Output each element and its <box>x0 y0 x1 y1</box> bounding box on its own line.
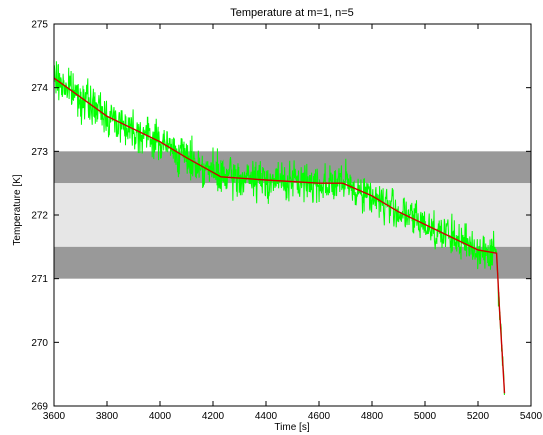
x-tick-label: 4200 <box>202 411 225 422</box>
series-layer <box>53 61 506 396</box>
x-tick-label: 4000 <box>149 411 172 422</box>
series-noisy-measurement <box>53 61 505 396</box>
y-tick-label: 273 <box>31 147 48 158</box>
x-axis-ticks: 3600 3800 4000 4200 4400 4600 4800 5000 5200 5400 <box>43 24 543 422</box>
y-tick-label: 275 <box>31 20 48 31</box>
y-tick-label: 270 <box>31 338 48 349</box>
x-tick-label: 3600 <box>43 411 66 422</box>
x-tick-label: 5200 <box>467 411 490 422</box>
y-axis-ticks: 269 270 271 272 273 274 275 <box>31 20 531 413</box>
x-tick-label: 5000 <box>414 411 437 422</box>
x-axis-label: Time [s] <box>274 422 309 433</box>
x-tick-label: 5400 <box>520 411 543 422</box>
y-tick-label: 274 <box>31 83 48 94</box>
series-smoothed-model <box>53 77 506 394</box>
x-tick-label: 4600 <box>308 411 331 422</box>
x-tick-label: 4800 <box>361 411 384 422</box>
y-tick-label: 272 <box>31 211 48 222</box>
y-tick-label: 269 <box>31 402 48 413</box>
y-tick-label: 271 <box>31 274 48 285</box>
x-tick-label: 3800 <box>96 411 119 422</box>
y-axis-label: Temperature [K] <box>12 174 23 245</box>
chart-title: Temperature at m=1, n=5 <box>230 7 354 19</box>
x-tick-label: 4400 <box>255 411 278 422</box>
